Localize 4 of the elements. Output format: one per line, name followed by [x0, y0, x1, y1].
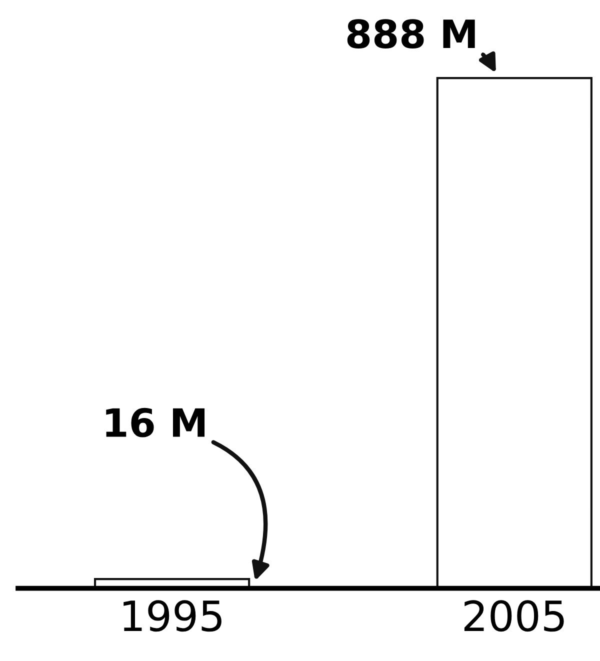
data-label: 888 M: [347, 19, 475, 49]
data-label: 16 M: [106, 408, 205, 438]
x-tick-label: 1995: [124, 600, 222, 632]
x-tick-label: 2005: [464, 600, 564, 632]
